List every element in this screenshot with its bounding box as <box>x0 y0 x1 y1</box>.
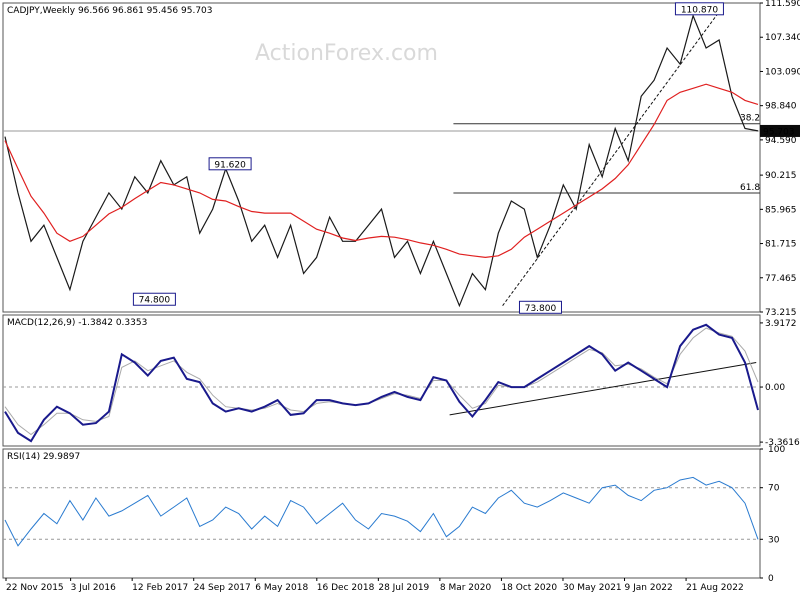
annotation-box <box>674 2 724 16</box>
price-y-tick-label: 107.340 <box>765 33 800 43</box>
price-y-tick-label: 103.090 <box>765 67 800 77</box>
price-y-tick-label: 90.215 <box>765 171 797 181</box>
panel-frame-macd <box>2 314 761 447</box>
x-tick-label: 6 May 2018 <box>255 583 308 593</box>
x-tick-label: 24 Sep 2017 <box>194 583 251 593</box>
x-tick-label: 28 Jul 2019 <box>378 583 429 593</box>
last-price-label: 95.703 <box>763 127 795 137</box>
series-line-price <box>4 13 759 308</box>
price-y-tick-label: 73.215 <box>765 308 797 318</box>
series-line-macd <box>4 323 759 443</box>
x-tick-label: 8 Mar 2020 <box>440 583 492 593</box>
fib-level-label: 38.2 <box>740 114 760 124</box>
x-tick-label: 18 Oct 2020 <box>501 583 557 593</box>
macd-y-tick-label: 3.9172 <box>765 319 797 329</box>
x-tick-label: 12 Feb 2017 <box>132 583 188 593</box>
price-y-tick-label: 77.465 <box>765 274 797 284</box>
rsi-y-tick-label: 100 <box>768 445 785 455</box>
panel-frame-price <box>2 2 761 313</box>
annotation-box <box>132 292 176 306</box>
x-tick-label: 30 May 2021 <box>563 583 622 593</box>
macd-trend-line <box>449 361 757 416</box>
x-tick-label: 3 Jul 2016 <box>71 583 116 593</box>
price-annotation: 91.620 <box>208 157 252 171</box>
x-tick-label: 9 Jan 2022 <box>625 583 673 593</box>
watermark: ActionForex.com <box>255 41 438 66</box>
rsi-panel-title: RSI(14) 29.9897 <box>7 452 80 462</box>
price-trend-line <box>502 7 723 306</box>
price-annotation: 73.800 <box>518 300 562 314</box>
series-line-ma <box>4 83 759 259</box>
annotation-label: 74.800 <box>139 296 171 306</box>
annotation-label: 110.870 <box>681 5 718 15</box>
series-line-rsi <box>4 476 759 547</box>
price-y-tick-label: 94.590 <box>765 136 797 146</box>
price-y-tick-label: 98.840 <box>765 102 797 112</box>
price-annotation: 110.870 <box>674 2 724 16</box>
annotation-box <box>208 157 252 171</box>
fib-level-label: 61.8 <box>740 183 760 193</box>
macd-y-tick-label: 0.00 <box>765 383 785 393</box>
price-panel-title: CADJPY,Weekly 96.566 96.861 95.456 95.70… <box>7 6 213 16</box>
annotation-box <box>518 300 562 314</box>
price-annotation: 74.800 <box>132 292 176 306</box>
macd-y-tick-label: -3.3616 <box>765 438 800 448</box>
macd-panel-title: MACD(12,26,9) -1.3842 0.3353 <box>7 318 147 328</box>
price-y-tick-label: 111.590 <box>765 0 800 9</box>
rsi-y-tick-label: 30 <box>768 535 780 545</box>
x-tick-label: 21 Aug 2022 <box>686 583 744 593</box>
x-tick-label: 16 Dec 2018 <box>317 583 375 593</box>
annotation-label: 73.800 <box>525 304 557 314</box>
price-y-tick-label: 81.715 <box>765 240 797 250</box>
last-price-label-bg <box>760 124 800 137</box>
rsi-y-tick-label: 0 <box>768 574 774 584</box>
rsi-y-tick-label: 70 <box>768 484 780 494</box>
x-tick-label: 22 Nov 2015 <box>6 583 64 593</box>
price-y-tick-label: 85.965 <box>765 205 797 215</box>
annotation-label: 91.620 <box>214 160 246 170</box>
